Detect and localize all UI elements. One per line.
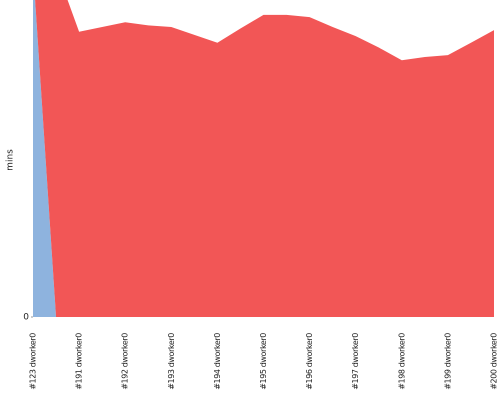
x-tick-label: #123 dworker0 — [29, 333, 38, 390]
x-tick-label: #196 dworker0 — [305, 333, 314, 390]
x-tick-label: #200 dworker0 — [490, 333, 499, 390]
y-tick-label: 0 — [23, 313, 29, 323]
x-tick-label: #192 dworker0 — [121, 333, 130, 390]
plot-area — [33, 0, 494, 317]
x-tick-label: #199 dworker0 — [443, 333, 452, 390]
x-tick-label: #191 dworker0 — [75, 333, 84, 390]
x-tick-label: #198 dworker0 — [397, 333, 406, 390]
x-tick-label: #195 dworker0 — [259, 333, 268, 390]
x-tick-label: #193 dworker0 — [167, 333, 176, 390]
area — [35, 0, 494, 317]
x-tick-label: #194 dworker0 — [213, 333, 222, 390]
x-tick-label: #197 dworker0 — [351, 333, 360, 390]
y-axis-label: mins — [6, 149, 16, 171]
